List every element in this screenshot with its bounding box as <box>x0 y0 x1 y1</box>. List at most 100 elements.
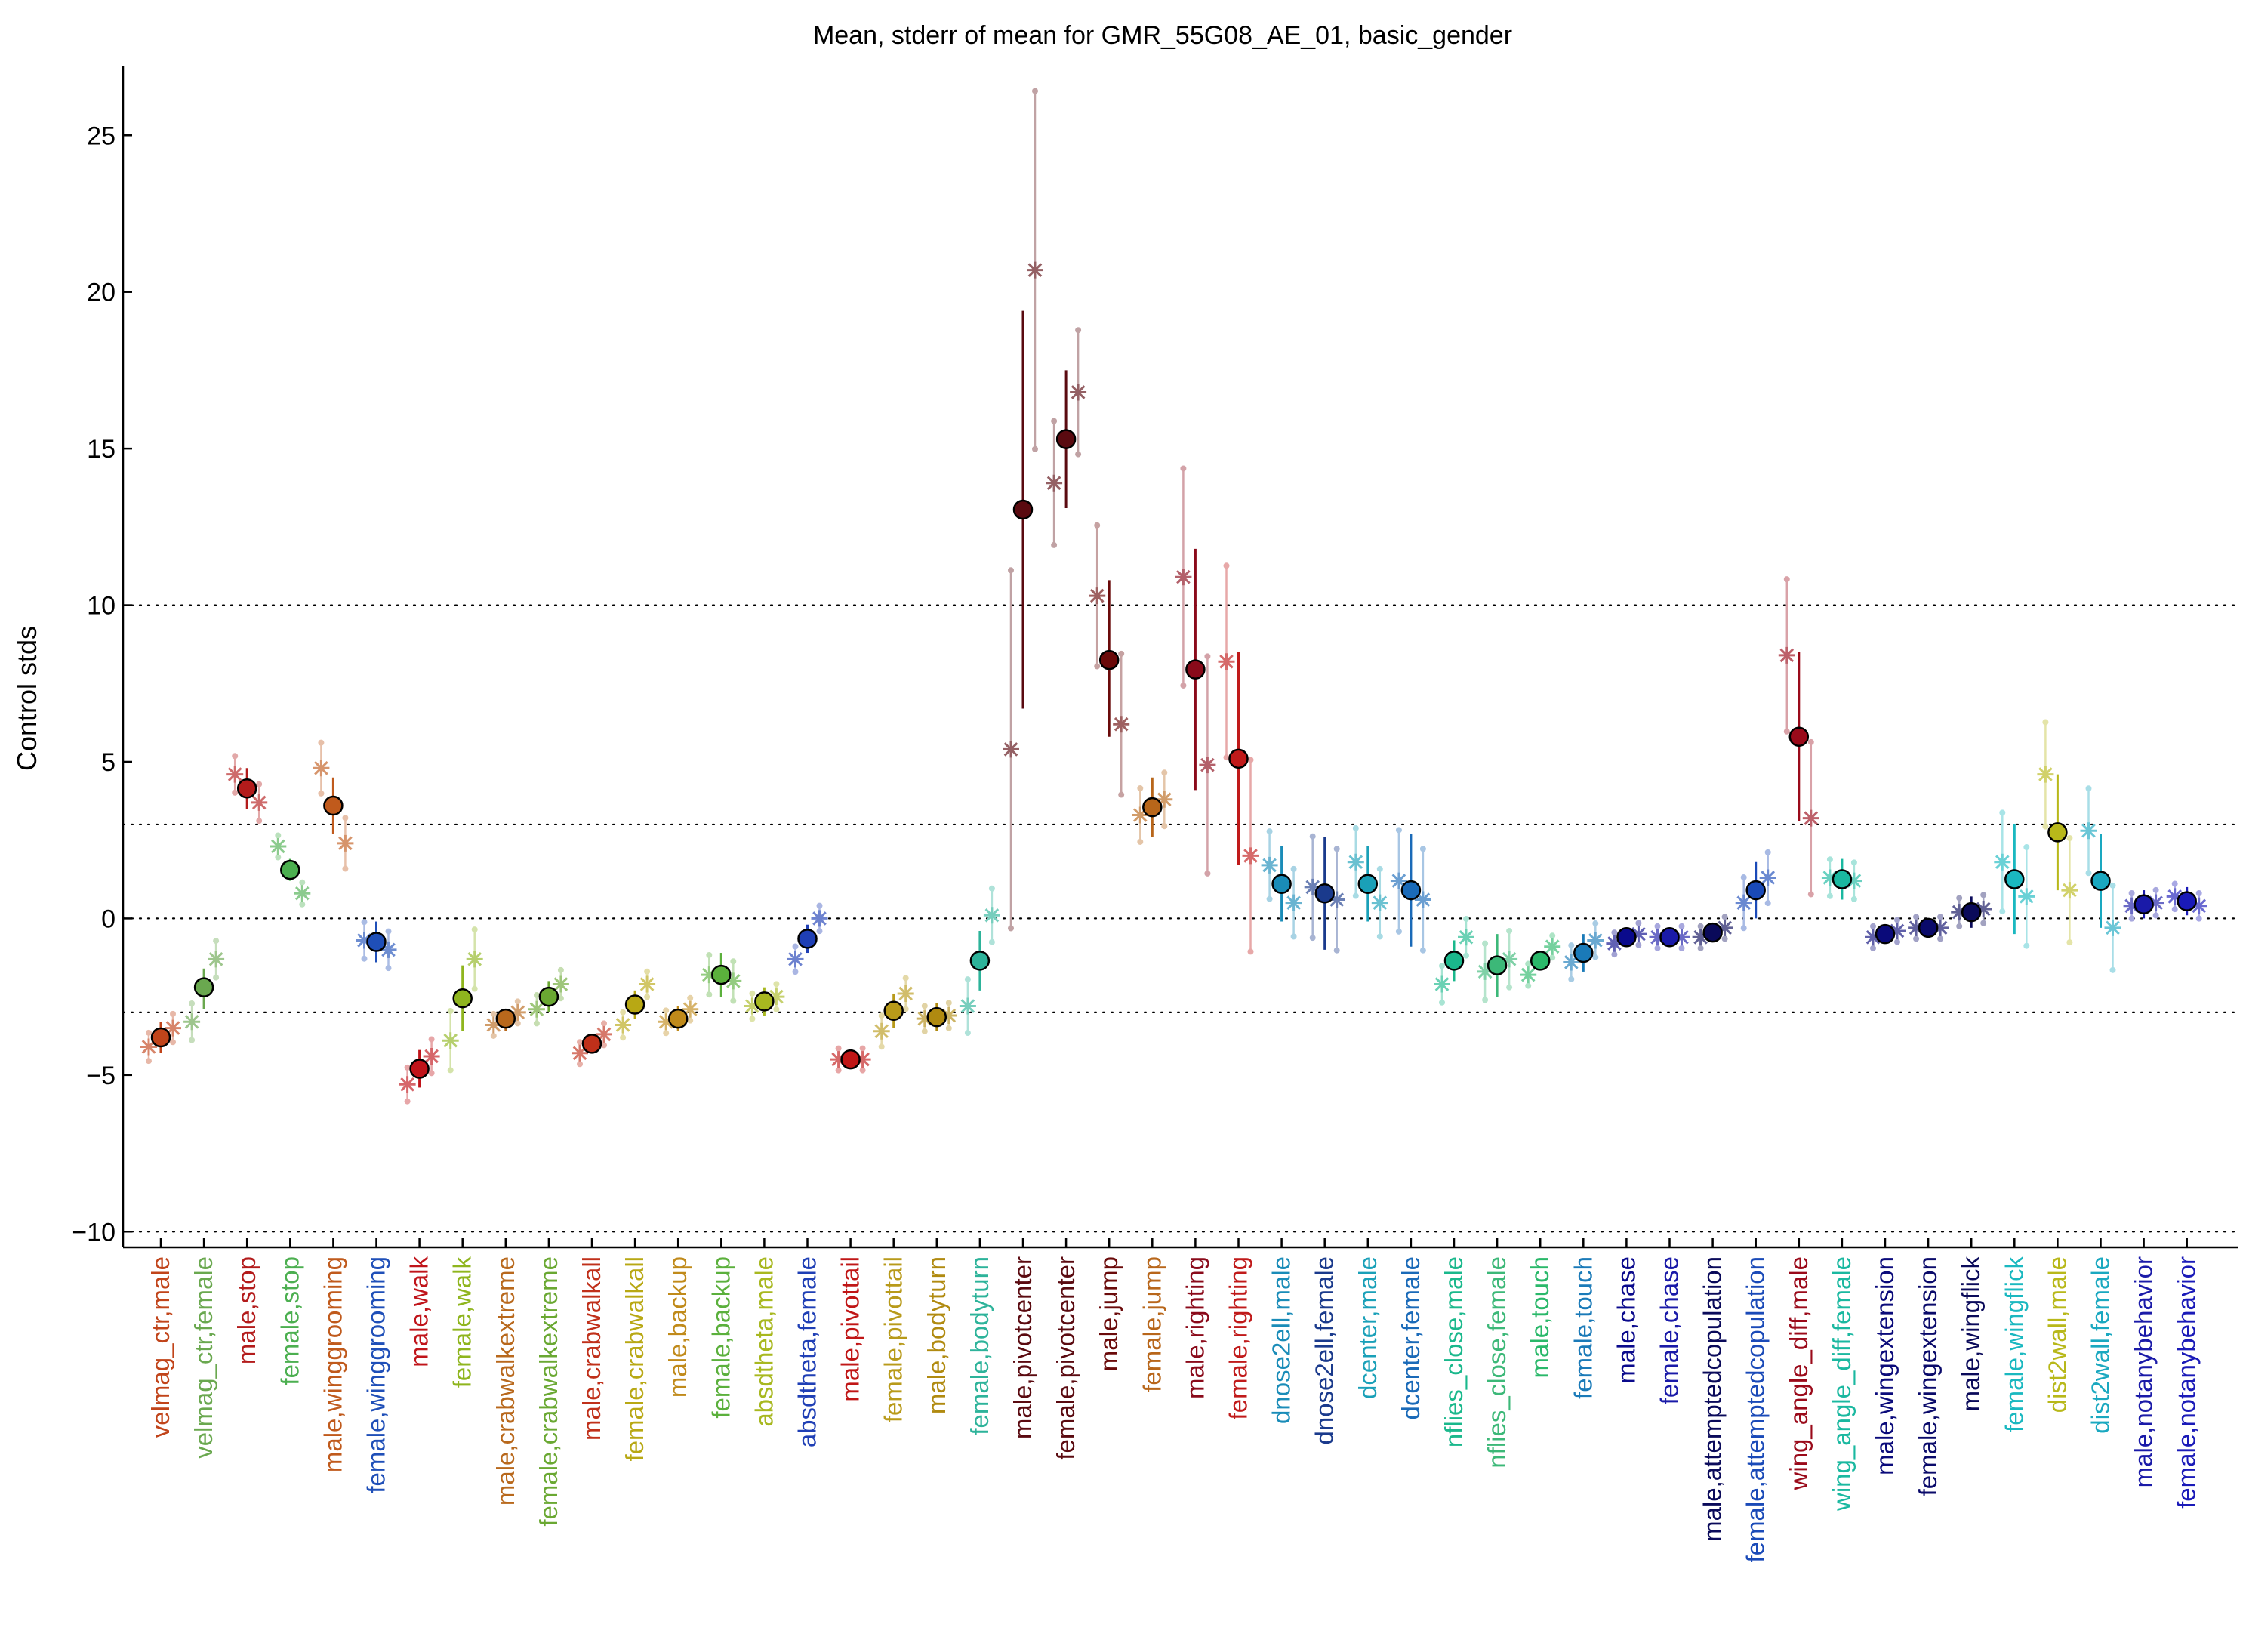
control-endpoint <box>1783 576 1790 583</box>
category-marks <box>916 1000 957 1034</box>
control-endpoint <box>1999 809 2006 816</box>
mean-point <box>1702 922 1723 943</box>
x-axis: velmag_ctr,male velmag_ctr,female male,sto… <box>123 1238 2238 1562</box>
control-endpoint <box>1894 917 1900 923</box>
category-marks <box>1520 932 1561 989</box>
control-endpoint <box>601 1020 607 1027</box>
y-axis-label: Control stds <box>11 626 42 771</box>
control-endpoint <box>428 1070 435 1077</box>
control-endpoint <box>1826 856 1833 863</box>
control-endpoint <box>514 1020 521 1027</box>
x-tick-label: female,winggrooming <box>362 1256 390 1493</box>
control-endpoint <box>945 1000 952 1006</box>
mean-point <box>1659 927 1680 948</box>
control-endpoint <box>2066 939 2073 946</box>
control-endpoint <box>1549 954 1556 961</box>
control-endpoint <box>1678 945 1685 951</box>
control-endpoint <box>299 879 306 886</box>
control-marker <box>2018 888 2035 905</box>
control-endpoint <box>577 1039 583 1046</box>
mean-point <box>409 1059 430 1079</box>
control-endpoint <box>1118 791 1125 798</box>
control-endpoint <box>1223 754 1230 761</box>
control-endpoint <box>490 1032 497 1039</box>
control-endpoint <box>749 990 756 997</box>
control-endpoint <box>663 1030 670 1037</box>
control-endpoint <box>1333 947 1340 954</box>
control-marker <box>1027 261 1043 279</box>
control-endpoint <box>1204 870 1211 877</box>
x-tick-label: male,chase <box>1612 1256 1640 1384</box>
category-marks <box>1390 827 1431 954</box>
control-endpoint <box>533 992 540 999</box>
mean-point <box>754 991 775 1012</box>
control-endpoint <box>1937 914 1944 920</box>
control-endpoint <box>859 1045 866 1052</box>
control-endpoint <box>1075 327 1082 334</box>
control-marker <box>165 1019 181 1037</box>
category-marks <box>701 951 742 1004</box>
control-endpoint <box>749 1016 756 1022</box>
control-endpoint <box>730 958 737 965</box>
x-tick-label: female,bodyturn <box>966 1256 994 1435</box>
control-endpoint <box>361 919 368 926</box>
mean-point <box>1228 748 1249 769</box>
control-endpoint <box>988 938 995 945</box>
control-marker <box>2166 888 2183 905</box>
control-endpoint <box>1051 541 1058 548</box>
control-endpoint <box>1482 940 1489 947</box>
category-marks <box>1434 916 1474 1006</box>
control-marker <box>1889 923 1906 939</box>
control-marker <box>1089 587 1106 605</box>
x-tick-label: male,backup <box>664 1256 692 1398</box>
control-endpoint <box>232 789 239 796</box>
mean-point <box>1573 942 1594 963</box>
mean-point <box>883 1000 904 1022</box>
control-marker <box>356 932 373 949</box>
control-endpoint <box>2195 890 2202 897</box>
x-tick-label: dist2wall,male <box>2043 1256 2071 1413</box>
control-marker <box>294 885 311 902</box>
control-marker <box>787 951 804 968</box>
control-marker <box>830 1051 847 1068</box>
control-endpoint <box>1309 833 1316 840</box>
control-endpoint <box>1094 663 1101 670</box>
control-endpoint <box>1266 895 1273 902</box>
category-marks <box>1735 849 1776 932</box>
control-marker <box>1778 646 1795 664</box>
mean-point <box>1616 927 1637 948</box>
control-marker <box>959 997 976 1015</box>
category-marks <box>572 1020 612 1068</box>
control-endpoint <box>1137 785 1144 792</box>
category-marks <box>1132 769 1173 845</box>
x-tick-label: male,crabwalkextreme <box>491 1256 519 1506</box>
control-endpoint <box>1826 892 1833 899</box>
control-marker <box>1371 894 1388 911</box>
category-marks <box>2037 719 2078 946</box>
mean-point <box>236 778 257 799</box>
control-endpoint <box>1870 923 1876 929</box>
category-marks <box>658 994 699 1037</box>
control-endpoint <box>1635 942 1642 948</box>
control-endpoint <box>1549 932 1556 939</box>
category-marks <box>1563 920 1604 982</box>
control-endpoint <box>428 1036 435 1043</box>
control-marker <box>2123 897 2140 914</box>
control-marker <box>1242 847 1259 865</box>
category-marks <box>615 968 656 1041</box>
mean-point <box>1012 499 1034 520</box>
control-marker <box>615 1016 632 1034</box>
mean-point <box>1487 955 1508 975</box>
control-endpoint <box>1247 757 1254 763</box>
category-marks <box>2123 886 2164 922</box>
mean-point <box>840 1049 861 1070</box>
control-endpoint <box>2128 890 2135 897</box>
control-endpoint <box>835 1045 842 1052</box>
control-endpoint <box>1654 923 1661 929</box>
category-marks <box>1089 522 1130 798</box>
control-marker <box>1994 853 2011 871</box>
control-endpoint <box>1654 945 1661 951</box>
x-tick-label: dcenter,female <box>1397 1256 1425 1419</box>
control-endpoint <box>921 1003 928 1009</box>
control-marker <box>1563 954 1580 971</box>
